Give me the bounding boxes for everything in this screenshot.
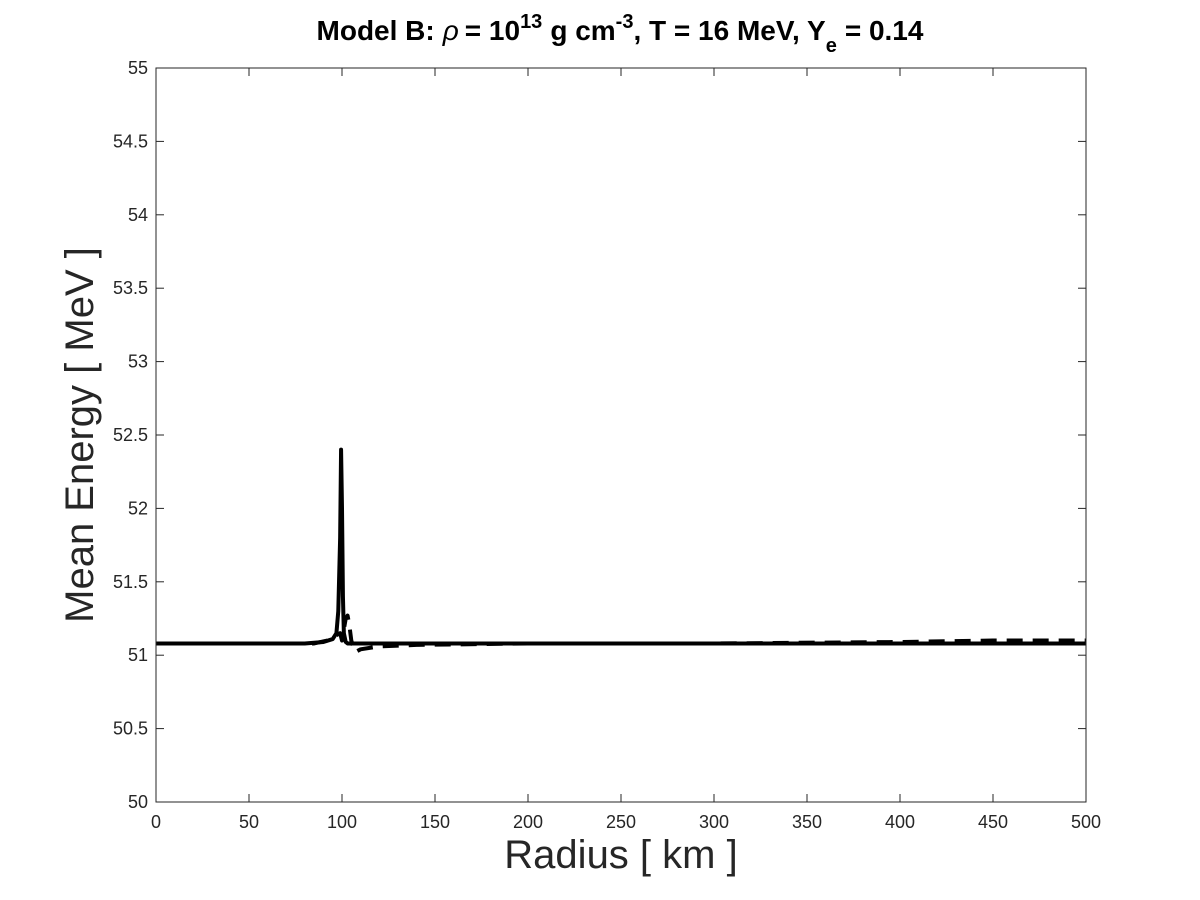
y-tick-label: 54 [128, 205, 148, 225]
chart-title: Model B: ρ = 1013 g cm-3, T = 16 MeV, Ye = 0… [317, 11, 924, 57]
title-rho-units: g cm [550, 15, 615, 46]
title-rho-units-exp: -3 [616, 11, 634, 33]
y-tick-label: 54.5 [113, 131, 148, 151]
x-tick-label: 450 [978, 812, 1008, 832]
x-tick-label: 0 [151, 812, 161, 832]
x-axis-label: Radius [ km ] [504, 833, 737, 877]
y-tick-label: 50.5 [113, 719, 148, 739]
title-rho-symbol: ρ [442, 15, 459, 46]
y-tick-label: 53 [128, 352, 148, 372]
x-tick-label: 50 [239, 812, 259, 832]
title-model: Model B: [317, 15, 435, 46]
y-tick-label: 52 [128, 498, 148, 518]
y-axis-label: Mean Energy [ MeV ] [58, 247, 102, 623]
y-tick-label: 53.5 [113, 278, 148, 298]
y-tick-label: 51.5 [113, 572, 148, 592]
x-tick-label: 300 [699, 812, 729, 832]
plot-frame [155, 67, 1087, 803]
x-tick-label: 200 [513, 812, 543, 832]
x-tick-label: 250 [606, 812, 636, 832]
y-tick-label: 52.5 [113, 425, 148, 445]
title-eq1: = 10 [465, 15, 520, 46]
x-tick-label: 500 [1071, 812, 1101, 832]
x-tick-label: 150 [420, 812, 450, 832]
series-line-solid [156, 447, 1086, 646]
y-tick-label: 51 [128, 645, 148, 665]
y-tick-label: 50 [128, 792, 148, 812]
series-group [156, 447, 1086, 655]
title-rest: , T = 16 MeV, Y [633, 15, 826, 46]
title-ye-sub: e [826, 35, 837, 57]
axis-ticks: 0 50 100 150 200 250 300 350 400 450 5005050.55151… [113, 58, 1101, 832]
title-rho-exp: 13 [520, 11, 542, 33]
x-tick-label: 100 [327, 812, 357, 832]
title-ye-val: = 0.14 [845, 15, 924, 46]
x-tick-label: 400 [885, 812, 915, 832]
y-tick-label: 55 [128, 58, 148, 78]
x-tick-label: 350 [792, 812, 822, 832]
series-line-dashed [156, 613, 1086, 655]
